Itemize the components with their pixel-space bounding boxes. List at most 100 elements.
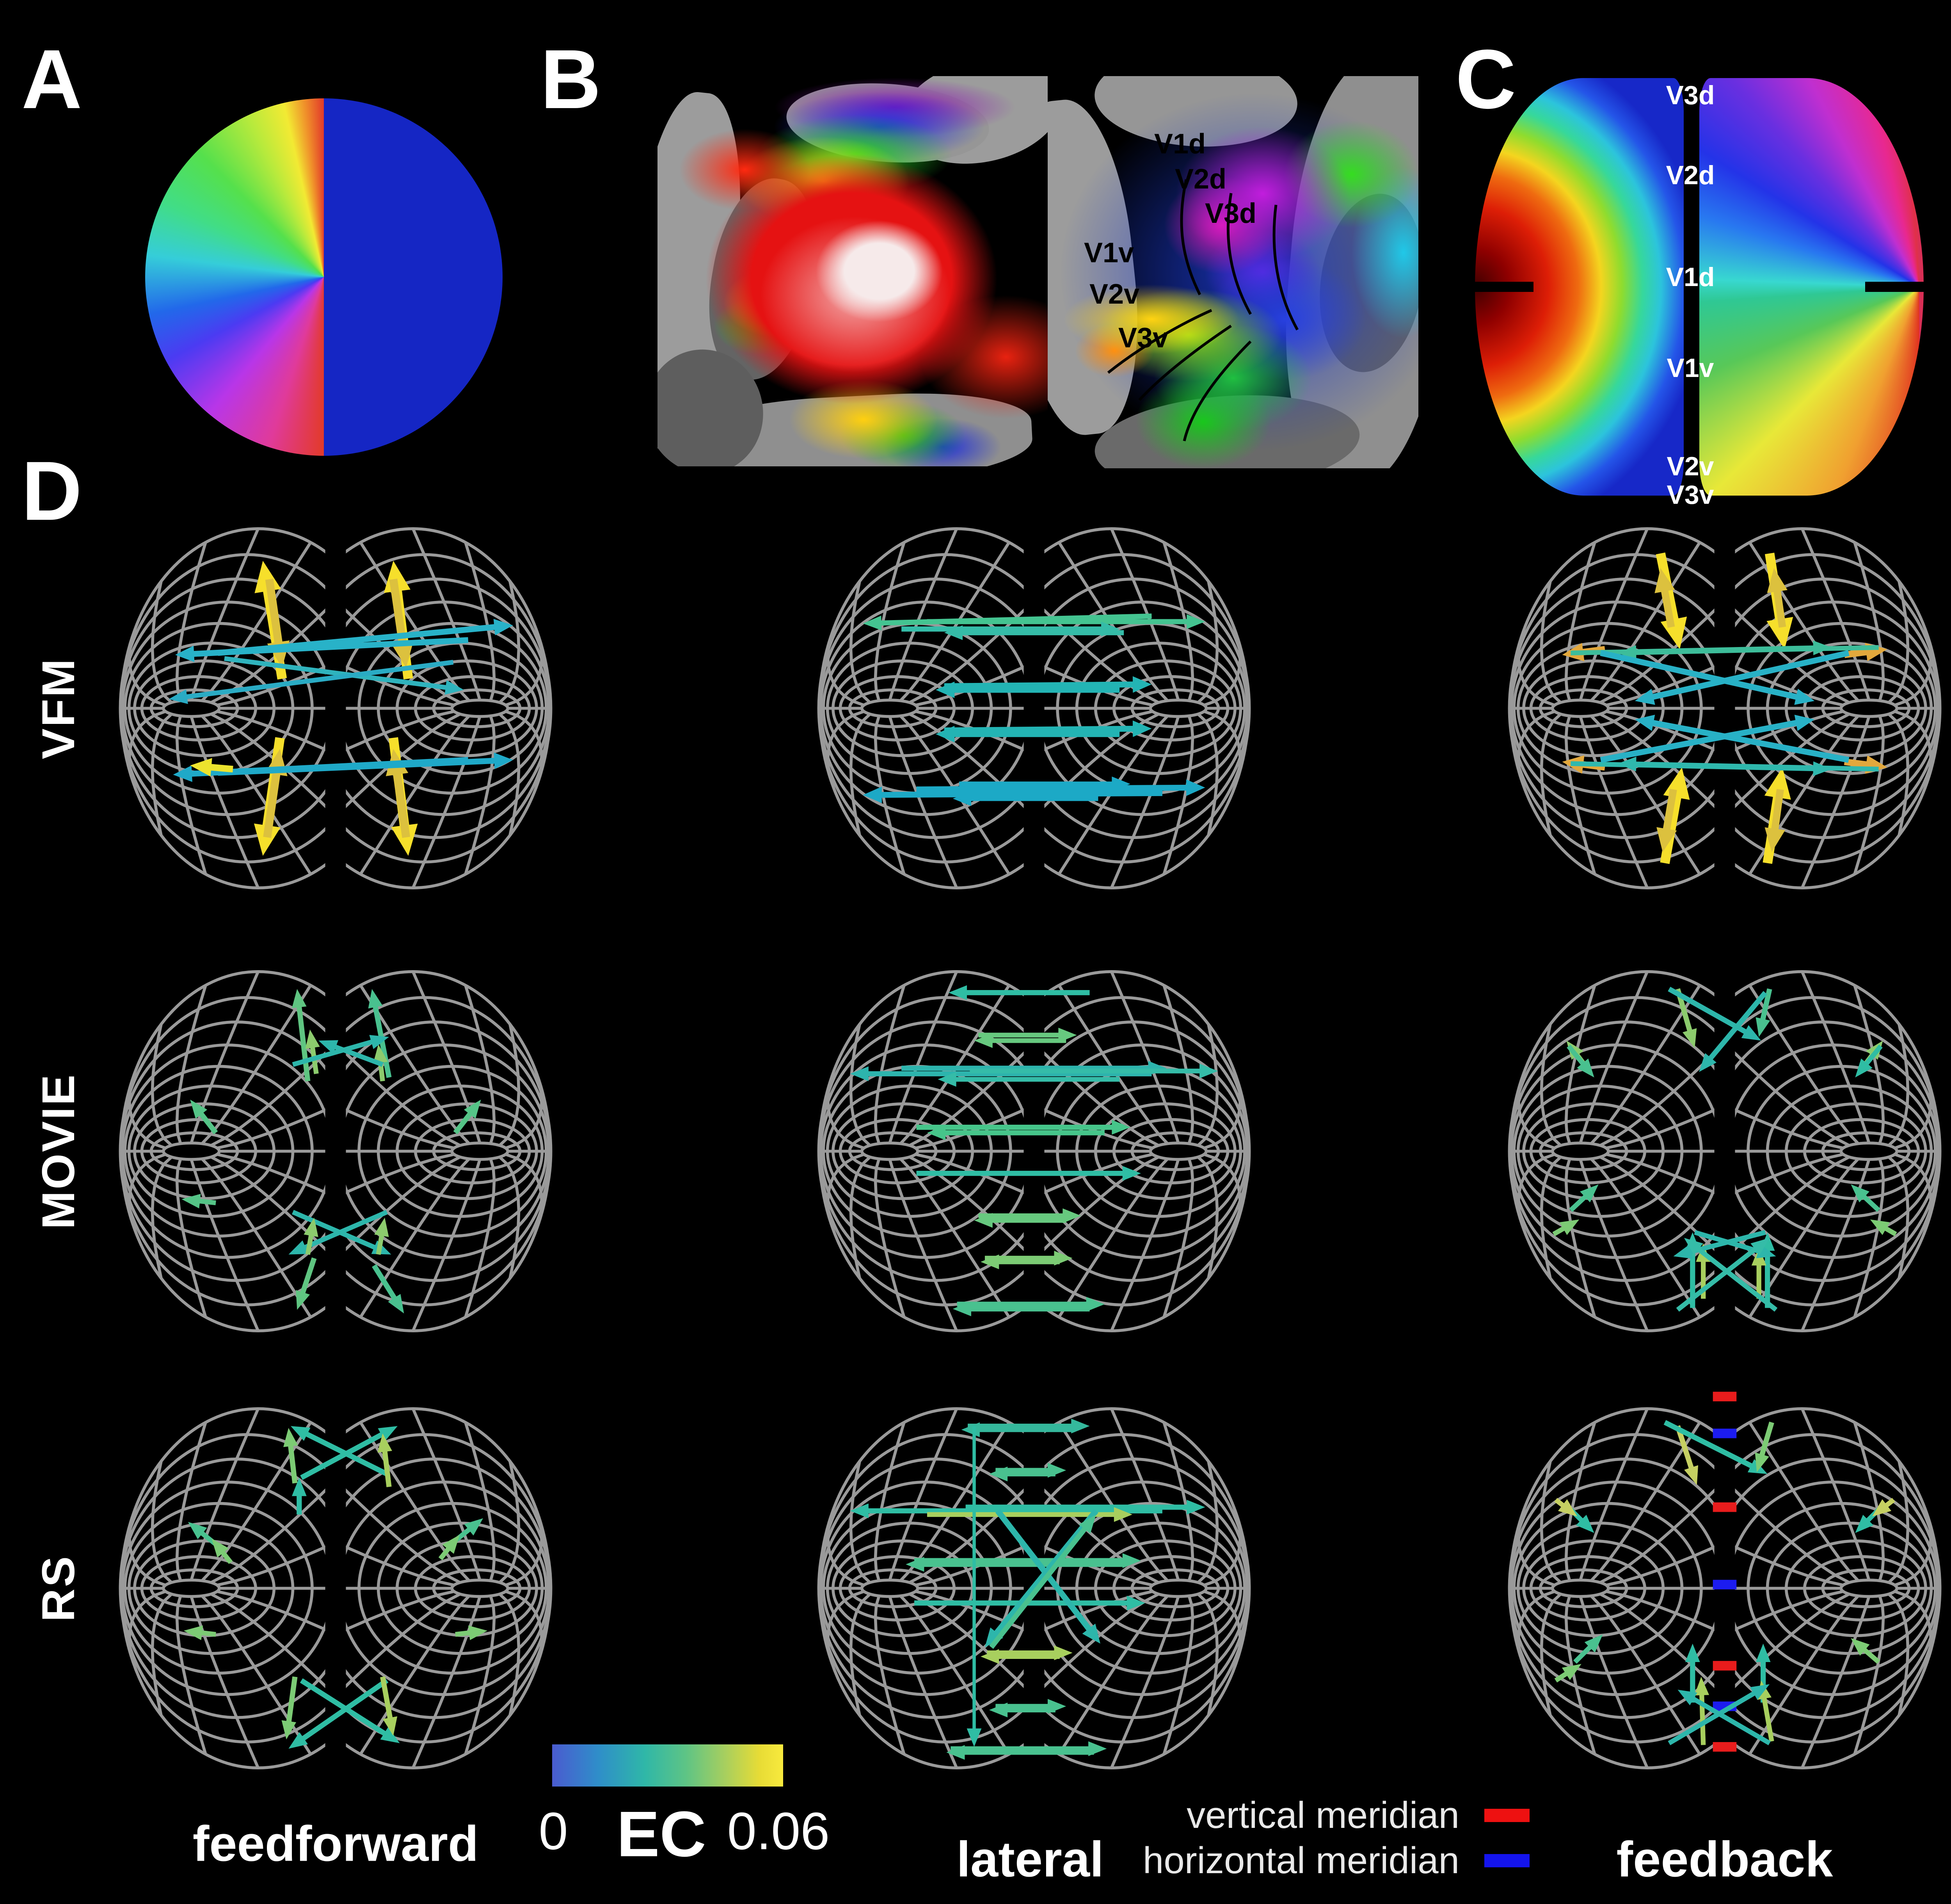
grid-movie-lateral — [817, 970, 1251, 1332]
ec-arrow — [916, 779, 1205, 796]
ec-arrow — [944, 625, 1124, 640]
ec-arrow — [938, 1072, 1120, 1087]
ec-arrow — [1654, 568, 1675, 628]
ec-arrow — [1699, 991, 1768, 1072]
model-label-v1d: V1d — [1666, 262, 1715, 292]
ec-arrow — [944, 720, 1152, 737]
grid-vfm-lateral — [817, 527, 1251, 889]
ec-arrow — [318, 1040, 384, 1067]
foveal-notch — [1475, 282, 1533, 292]
ec-arrow — [290, 1426, 388, 1476]
meridian-dash — [1713, 1580, 1737, 1589]
panel-c-letter: C — [1455, 32, 1516, 126]
ec-arrow — [1684, 1238, 1778, 1312]
meridian-dash — [1713, 1392, 1737, 1401]
ec-arrow — [1764, 789, 1785, 852]
ec-arrow — [1677, 1689, 1771, 1746]
area-label-v3v: V3v — [1118, 322, 1169, 354]
ec-arrow — [968, 1419, 1090, 1434]
ec-arrow — [374, 1218, 389, 1255]
row-label-movie: MOVIE — [33, 1073, 84, 1230]
ec-arrow — [181, 1194, 216, 1209]
ec-arrow — [989, 1515, 1096, 1649]
ec-arrow — [970, 1063, 1218, 1079]
ec-arrow — [281, 1676, 298, 1740]
meridian-dash — [1713, 1502, 1737, 1512]
grid-rs-lateral — [817, 1407, 1251, 1769]
ec-arrow — [455, 1625, 488, 1640]
polar-angle-eccentricity-color-wheel — [145, 98, 503, 456]
ec-arrow — [1855, 1044, 1883, 1078]
ec-arrow — [292, 1035, 389, 1067]
ec-arrow — [965, 1500, 1205, 1515]
model-label-v3d: V3d — [1666, 80, 1715, 110]
model-label-v3v: V3v — [1667, 480, 1714, 510]
grid-vfm-feedforward — [119, 527, 553, 889]
ec-arrow — [1617, 756, 1879, 772]
ec-arrow — [1554, 1498, 1577, 1516]
flatmap-area-labels: V1d V2d V3d V1v V2v V3v — [1048, 76, 1418, 468]
vertical-meridian-legend: vertical meridian — [1171, 1794, 1530, 1836]
ec-arrow — [1756, 988, 1772, 1037]
ec-arrow — [190, 1099, 218, 1134]
ec-arrow — [1694, 1676, 1709, 1745]
area-label-v2d: V2d — [1175, 164, 1227, 195]
colorbar-title: EC — [617, 1798, 706, 1870]
ec-arrow — [296, 1257, 317, 1310]
ec-arrow — [175, 637, 469, 662]
row-label-rs: RS — [33, 1555, 84, 1622]
ec-arrow — [957, 1297, 1105, 1312]
row-label-vfm: VFM — [33, 657, 84, 759]
ec-arrow — [980, 1649, 1060, 1664]
ec-arrow — [183, 1625, 216, 1640]
ec-arrow — [927, 1125, 1105, 1140]
ec-arrow — [292, 989, 311, 1082]
col-label-feedforward: feedforward — [192, 1816, 479, 1872]
ec-arrow — [169, 660, 454, 704]
ec-arrow — [967, 1426, 982, 1747]
ec-arrow — [453, 1099, 481, 1134]
ec-arrow — [989, 1467, 1055, 1481]
ec-arrow — [974, 1213, 1066, 1228]
area-label-v1v: V1v — [1084, 237, 1134, 268]
horizontal-meridian-label: horizontal meridian — [1143, 1840, 1459, 1881]
ec-arrow — [291, 1477, 307, 1515]
grid-rs-feedforward — [119, 1407, 553, 1769]
grid-vfm-feedback — [1508, 527, 1942, 889]
ec-colorbar — [552, 1744, 783, 1787]
ec-arrow — [1573, 1634, 1603, 1664]
ec-arrow — [1617, 645, 1879, 660]
panel-d-letter: D — [21, 444, 82, 538]
flatmap-eccentricity — [657, 76, 1054, 466]
ec-arrow — [944, 676, 1152, 693]
meridian-dash — [1713, 1742, 1737, 1752]
ec-arrow — [1668, 1684, 1770, 1746]
ec-arrow — [916, 1166, 1141, 1181]
area-boundary-lines — [1107, 179, 1299, 441]
ec-arrow — [1554, 1664, 1581, 1683]
ec-arrow — [946, 1745, 1094, 1760]
meridian-dash — [1713, 1428, 1737, 1438]
vertical-meridian-label: vertical meridian — [1187, 1794, 1459, 1836]
ec-arrow — [980, 1254, 1060, 1269]
ec-arrow — [304, 1218, 318, 1255]
ec-arrow — [1767, 568, 1788, 628]
ec-arrow — [989, 1702, 1055, 1717]
col-label-feedback: feedback — [1616, 1831, 1833, 1888]
polar-angle-half-wheel — [145, 98, 324, 456]
area-label-v3d: V3d — [1205, 198, 1257, 229]
ec-arrow — [927, 1507, 1133, 1522]
ec-arrow — [380, 1676, 398, 1736]
ec-arrow — [1656, 789, 1677, 852]
flatmap-polar-angle: V1d V2d V3d V1v V2v V3v — [1048, 76, 1418, 468]
ec-arrow — [1872, 1498, 1895, 1516]
ec-arrow — [288, 1210, 388, 1255]
ec-arrow — [1635, 650, 1850, 705]
ec-arrow — [959, 776, 1130, 791]
grid-movie-feedforward — [119, 970, 553, 1332]
ec-arrow — [952, 791, 1098, 806]
ec-arrow — [1676, 1238, 1770, 1312]
ec-arrow — [372, 1264, 404, 1314]
grid-movie-feedback — [1508, 970, 1942, 1332]
ec-arrow — [211, 1538, 233, 1564]
